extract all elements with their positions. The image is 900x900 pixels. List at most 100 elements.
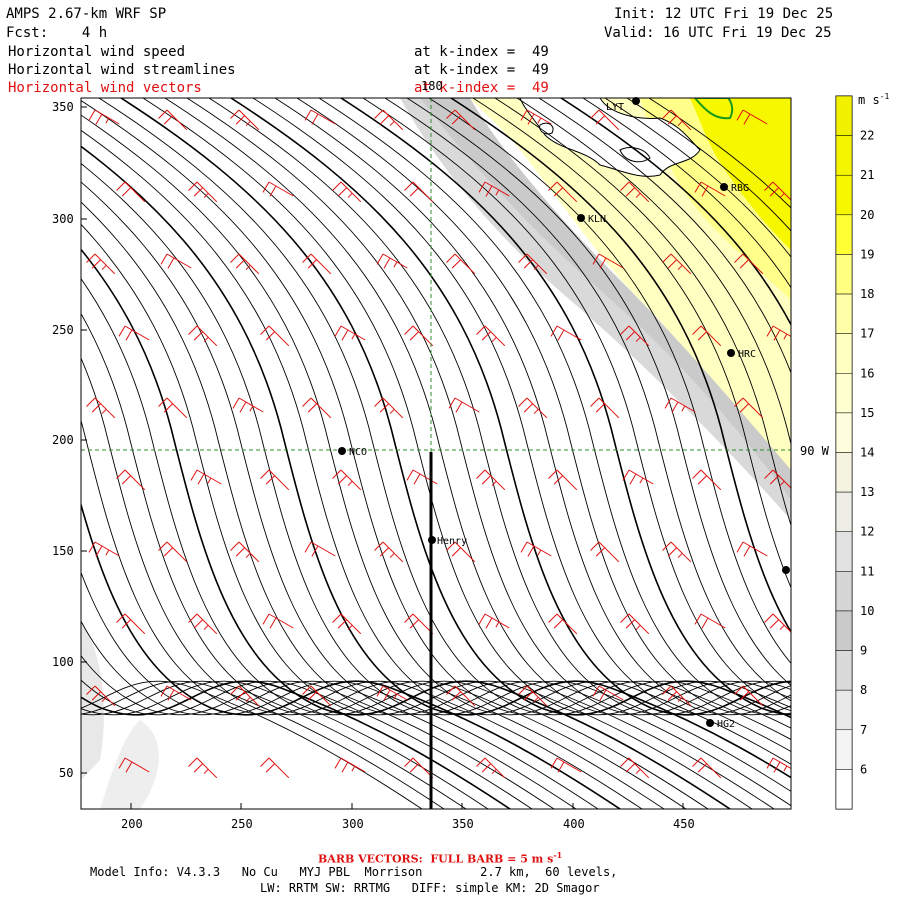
wind-barb [694, 181, 726, 197]
wind-barb [86, 685, 116, 707]
wind-barb [694, 613, 726, 629]
y-tick: 150 [52, 544, 74, 558]
wind-barb [304, 109, 336, 125]
y-axis: 350 300 250 200 150 100 50 [52, 100, 74, 780]
station-rbg[interactable]: RBG [720, 183, 749, 194]
wind-barb [620, 325, 650, 347]
wind-barb [736, 109, 768, 125]
streamline [318, 98, 791, 716]
wind-barb [622, 469, 654, 485]
streamline [516, 98, 791, 446]
wind-barb [232, 397, 264, 413]
wind-barb [188, 613, 218, 635]
wind-barb [116, 469, 146, 491]
colorbar: m s-1 22 21 20 19 18 17 16 15 14 13 12 11 10 9 8 7 6 [835, 92, 890, 810]
colorbar-swatch [835, 729, 853, 770]
streamline [560, 98, 791, 327]
station-label: LYT [606, 102, 624, 113]
wind-barb [404, 757, 434, 779]
colorbar-swatch [835, 135, 853, 176]
wind-barb [158, 541, 188, 563]
streamline [252, 98, 791, 716]
colorbar-label: 14 [860, 446, 874, 460]
streamline [538, 98, 791, 375]
forecast-hour: Fcst: 4 h [6, 25, 108, 41]
wind-barb [376, 253, 408, 269]
wind-barb [88, 109, 120, 125]
x-tick: 200 [121, 817, 143, 831]
colorbar-label: 9 [860, 644, 867, 658]
wind-barb [590, 109, 620, 131]
streamline [428, 98, 791, 664]
streamline [98, 98, 791, 729]
colorbar-label: 12 [860, 525, 874, 539]
colorbar-swatch [835, 254, 853, 295]
wind-barb [158, 109, 188, 131]
wind-barb [86, 253, 116, 275]
wind-barb [476, 325, 506, 347]
streamline [81, 501, 622, 809]
wind-barbs [86, 109, 791, 779]
wind-barb [334, 757, 366, 773]
wind-barb [664, 397, 696, 413]
colorbar-label: 6 [860, 762, 867, 776]
station-lyt[interactable]: LYT [606, 97, 640, 113]
streamline [81, 223, 753, 809]
wind-barb [260, 469, 290, 491]
streamline [81, 654, 555, 809]
station-kln[interactable]: KLN [577, 214, 606, 225]
field-1-level: at k-index = 49 [414, 44, 549, 60]
wind-barb [404, 181, 434, 203]
wind-barb [302, 685, 332, 707]
streamline [81, 201, 775, 809]
wind-barb [518, 253, 548, 275]
streamline [406, 98, 791, 686]
colorbar-label: 7 [860, 723, 867, 737]
colorbar-label: 15 [860, 406, 874, 420]
colorbar-unit: m s-1 [858, 92, 890, 107]
model-title: AMPS 2.67-km WRF SP [6, 6, 167, 22]
station-marker[interactable] [782, 566, 790, 574]
parallel-label: 90 W [800, 444, 830, 458]
wind-barb [406, 469, 438, 485]
wind-barb [692, 325, 722, 347]
station-label: RBG [731, 183, 749, 194]
station-hrc[interactable]: HRC [727, 349, 756, 360]
physics-info: LW: RRTM SW: RRTMG DIFF: simple KM: 2D S… [260, 881, 600, 895]
wind-barb [374, 109, 404, 131]
x-axis: 200 250 300 350 400 450 [121, 817, 695, 831]
station-nco[interactable]: NCO [338, 447, 367, 458]
station-henry[interactable]: Henry [428, 536, 467, 547]
x-tick: 250 [231, 817, 253, 831]
model-info: Model Info: V4.3.3 No Cu MYJ PBL Morriso… [90, 865, 618, 879]
wind-barb [332, 613, 362, 635]
streamline [164, 98, 791, 716]
wind-barb [260, 325, 290, 347]
wind-barb [260, 757, 290, 779]
init-time: Init: 12 UTC Fri 19 Dec 25 [614, 6, 834, 22]
colorbar-label: 13 [860, 485, 874, 499]
meridian-label: 180 [421, 79, 443, 93]
streamline [582, 98, 791, 289]
colorbar-label: 11 [860, 564, 874, 578]
wind-barb [304, 541, 336, 557]
streamline [362, 98, 791, 711]
wind-barb [662, 109, 692, 131]
streamline [81, 620, 577, 809]
y-tick: 300 [52, 212, 74, 226]
station-label: Henry [437, 536, 467, 547]
streamline [81, 181, 791, 807]
wind-barb [230, 685, 260, 707]
wind-barb [766, 757, 791, 773]
wind-barb [404, 613, 434, 635]
streamline [81, 680, 467, 809]
station-hg2[interactable]: HG2 [706, 719, 735, 730]
wind-barb [374, 397, 404, 419]
wind-barb [446, 685, 476, 707]
colorbar-label: 16 [860, 366, 874, 380]
wind-barb [262, 181, 294, 197]
wind-barb [376, 685, 408, 701]
colorbar-swatch [835, 452, 853, 493]
wind-barb [334, 325, 366, 341]
wind-barb [404, 325, 434, 347]
